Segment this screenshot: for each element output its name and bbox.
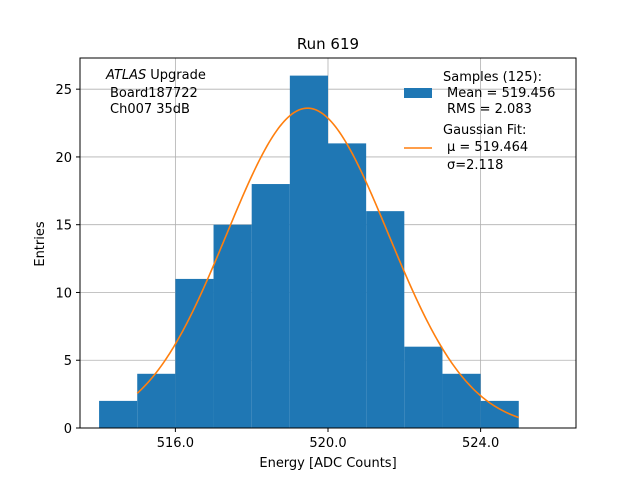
histogram-bar <box>289 75 328 428</box>
y-axis-label: Entries <box>33 221 48 267</box>
legend-samples-header: Samples (125): <box>443 70 542 85</box>
histogram-bar <box>366 211 405 428</box>
histogram-bar <box>404 346 443 428</box>
histogram-bar <box>137 373 176 428</box>
annotation-line-2: Board187722 <box>110 86 198 101</box>
axis-ticks: 516.0 520.0 524.0 0 5 10 15 20 25 <box>55 83 499 451</box>
x-tick-label: 520.0 <box>309 436 346 451</box>
detector-annotation: ATLAS Upgrade Board187722 Ch007 35dB <box>105 68 206 117</box>
y-tick-label: 10 <box>55 286 72 301</box>
y-tick-label: 20 <box>55 151 72 166</box>
x-axis-label: Energy [ADC Counts] <box>259 456 396 471</box>
histogram-bar <box>328 143 367 428</box>
x-tick-label: 524.0 <box>462 436 499 451</box>
x-tick-label: 516.0 <box>157 436 194 451</box>
histogram-bar <box>480 400 519 428</box>
legend: Samples (125): Mean = 519.456 RMS = 2.08… <box>404 70 555 173</box>
annotation-line-3: Ch007 35dB <box>110 102 190 117</box>
histogram-bar <box>442 373 481 428</box>
fit-curve-layer <box>136 107 520 419</box>
legend-samples-rms: RMS = 2.083 <box>447 102 532 117</box>
gaussian-fit-curve <box>136 107 520 419</box>
legend-fit-header: Gaussian Fit: <box>443 123 526 138</box>
legend-fit-sigma: σ=2.118 <box>447 158 503 173</box>
histogram-bars <box>99 75 519 428</box>
legend-samples-mean: Mean = 519.456 <box>447 86 555 101</box>
y-tick-label: 5 <box>64 354 72 369</box>
y-tick-label: 25 <box>55 83 72 98</box>
y-tick-label: 15 <box>55 219 72 234</box>
legend-fit-mu: μ = 519.464 <box>447 140 528 155</box>
histogram-bar <box>251 184 290 428</box>
annotation-line-1: ATLAS Upgrade <box>105 68 206 83</box>
y-tick-label: 0 <box>64 422 72 437</box>
annotation-atlas-prefix: ATLAS <box>105 68 146 83</box>
annotation-upgrade-text: Upgrade <box>150 68 206 83</box>
histogram-bar <box>213 224 252 428</box>
histogram-bar <box>99 400 138 428</box>
histogram-bar <box>175 278 214 428</box>
legend-samples-swatch <box>404 88 432 98</box>
chart-title: Run 619 <box>297 35 359 53</box>
